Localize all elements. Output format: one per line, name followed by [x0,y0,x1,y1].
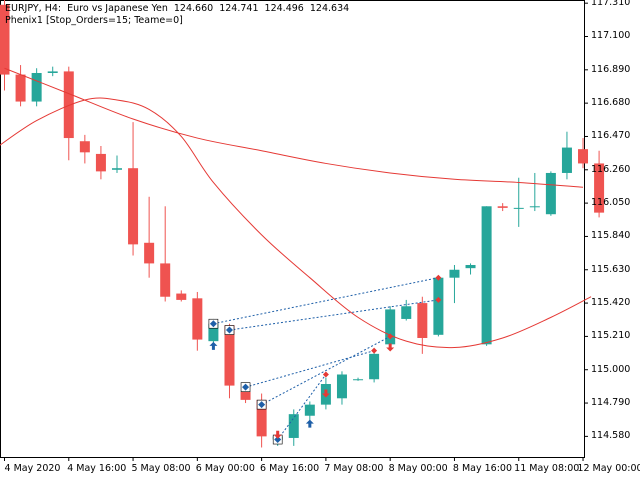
price-label: 117.310 [591,0,631,9]
price-label: 115.630 [591,263,631,275]
symbol-description: Euro vs Japanese Yen [67,3,168,14]
candle-bullish [513,207,524,209]
chart-info-line: EURJPY, H4: Euro vs Japanese Yen 124.660… [5,3,352,15]
candle-bullish [304,404,315,416]
candle-bearish [256,399,267,437]
time-label: 8 May 16:00 [452,463,513,474]
candle-bullish [449,269,460,278]
candle-bullish [481,206,492,345]
candle-bullish [465,264,476,269]
ohlc-low: 124.496 [264,3,304,14]
candle-bearish [594,163,605,213]
price-label: 116.260 [591,163,631,175]
time-label: 4 May 2020 [4,463,61,474]
price-label: 114.790 [591,397,631,409]
order-close-marker [435,274,442,281]
order-open-marker [209,320,217,328]
order-link-line [245,350,375,388]
candle-bullish [385,309,396,345]
price-label: 116.890 [591,63,631,75]
candle-bearish [128,168,139,245]
price-label: 115.840 [591,230,631,242]
candle-bullish [545,172,556,215]
symbol-timeframe: EURJPY, H4: [5,3,62,14]
buy-arrow-icon [209,341,218,350]
moving-average-slow [4,67,584,188]
candle-bullish [208,323,219,342]
time-label: 6 May 16:00 [260,463,320,474]
candle-bullish [353,379,364,381]
candle-bearish [417,303,428,338]
price-label: 114.580 [591,430,631,442]
sell-arrow-icon [273,430,282,439]
moving-averages-layer [0,67,592,349]
order-link-line [229,299,439,331]
buy-arrow-icon [305,419,314,428]
candle-bullish [369,353,380,380]
candle-bullish [401,306,412,319]
orders-layer [208,274,442,445]
candle-bullish [336,374,347,399]
order-open-marker [242,383,250,391]
order-open-marker [274,436,282,444]
time-label: 4 May 16:00 [67,463,127,474]
candle-bearish [95,153,106,172]
candle-bullish [47,71,58,73]
order-close-marker [435,296,442,303]
price-label: 115.420 [591,297,631,309]
candle-bearish [79,141,90,153]
order-link-line [277,374,327,440]
moving-average-fast [0,97,592,349]
price-label: 117.100 [591,30,631,42]
candle-bearish [176,293,187,300]
ohlc-high: 124.741 [219,3,259,14]
candle-bearish [497,206,508,208]
time-label: 11 May 08:00 [514,463,580,474]
time-label: 6 May 00:00 [195,463,255,474]
order-close-marker [371,347,378,354]
candles-layer [0,0,605,448]
indicator-info-line: Phenix1 [Stop_Orders=15; Teame=0] [5,15,183,26]
candle-bearish [0,4,10,75]
candle-bullish [31,72,42,102]
order-close-marker [322,371,329,378]
candle-bearish [160,263,171,297]
candle-bearish [192,298,203,340]
price-label: 116.050 [591,197,631,209]
sell-arrow-icon [386,343,395,352]
price-label: 116.680 [591,97,631,109]
candle-bullish [111,168,122,170]
candle-bullish [529,206,540,208]
time-label: 5 May 08:00 [131,463,191,474]
candle-bearish [578,149,589,164]
time-label: 12 May 00:00 [577,463,640,474]
order-close-marker [387,333,394,340]
candle-bearish [63,71,74,139]
price-label: 115.210 [591,330,631,342]
price-label: 115.000 [591,363,631,375]
axis-ticks-layer [4,2,588,461]
time-label: 8 May 00:00 [388,463,448,474]
order-link-line [261,335,391,406]
ohlc-open: 124.660 [173,3,214,14]
candle-bearish [224,325,235,386]
candle-bearish [15,74,26,102]
candle-bullish [561,147,572,173]
ohlc-close: 124.634 [309,3,350,14]
order-open-marker [258,401,266,409]
candle-bearish [240,391,251,400]
candle-bullish [288,414,299,438]
plot-frame [0,0,585,458]
candle-bearish [144,242,155,264]
candle-bullish [433,277,444,335]
time-label: 7 May 08:00 [324,463,384,474]
order-open-marker [225,326,233,334]
sell-arrow-icon [321,389,330,398]
price-label: 116.470 [591,130,631,142]
